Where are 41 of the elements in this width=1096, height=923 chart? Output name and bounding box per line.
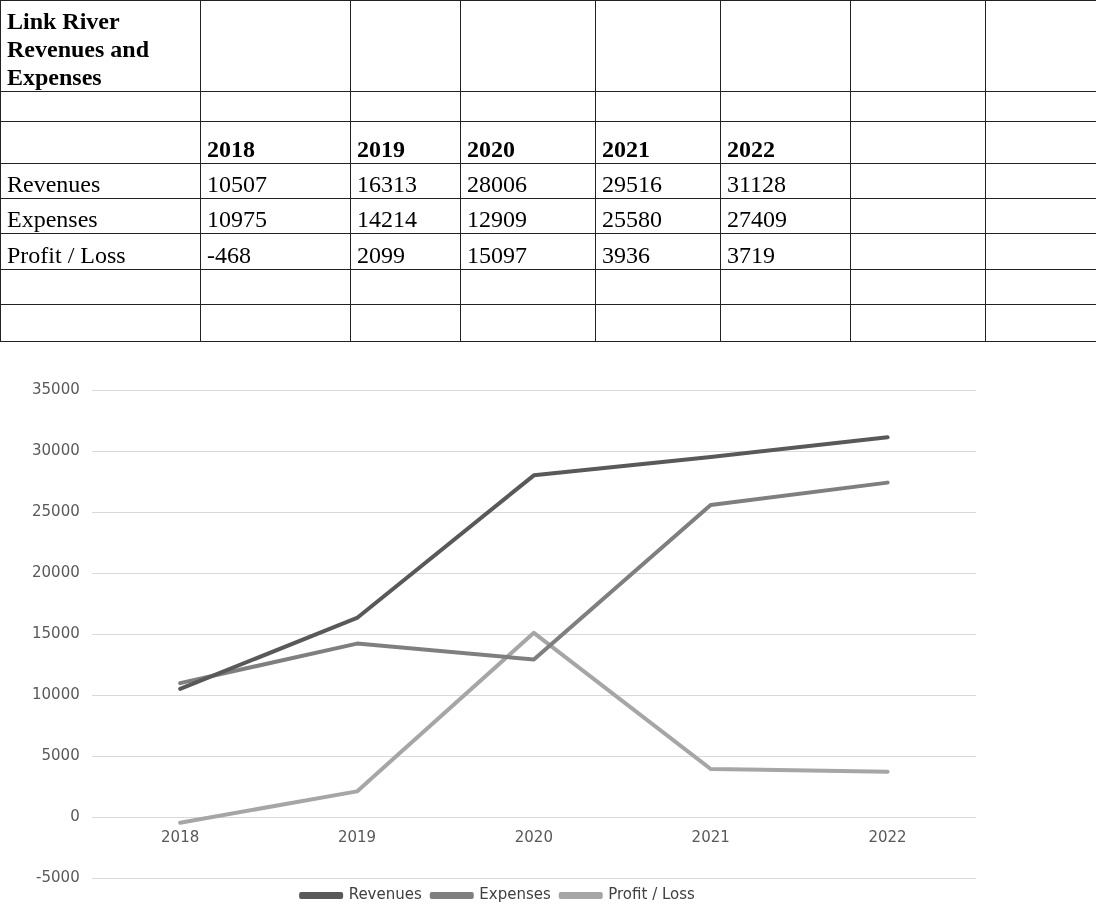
data-label: 25580: [595, 198, 721, 234]
data-label: -468: [200, 233, 351, 270]
y-tick-label: 35000: [32, 379, 80, 398]
legend-label: Revenues: [348, 885, 422, 904]
y-tick-label: 25000: [32, 501, 80, 520]
y-tick-label: -5000: [36, 867, 80, 886]
data-label: 12909: [460, 198, 596, 234]
x-tick-label: 2020: [514, 827, 553, 846]
y-tick-label: 10000: [32, 684, 80, 703]
x-tick-label: 2019: [350, 121, 461, 164]
data-label: 10975: [200, 198, 351, 234]
data-label: 3719: [720, 233, 851, 270]
data-label: 15097: [460, 233, 596, 270]
legend-label: Expenses: [479, 885, 551, 904]
x-tick-label: 2021: [595, 121, 721, 164]
x-tick-label: 2018: [161, 827, 200, 846]
y-tick-label: 15000: [32, 623, 80, 642]
data-label: 27409: [720, 198, 851, 234]
x-tick-label: 2020: [460, 121, 596, 164]
data-label: 16313: [350, 163, 461, 199]
y-tick-label: Profit / Loss: [0, 233, 201, 270]
y-tick-label: 5000: [41, 745, 80, 764]
x-tick-label: 2022: [868, 827, 907, 846]
data-label: 10507: [200, 163, 351, 199]
y-tick-label: 30000: [32, 440, 80, 459]
data-label: 14214: [350, 198, 461, 234]
y-tick-label: Revenues: [0, 163, 201, 199]
y-tick-label: Expenses: [0, 198, 201, 234]
data-label: 3936: [595, 233, 721, 270]
legend-label: Profit / Loss: [608, 885, 696, 904]
x-tick-label: 2021: [691, 827, 730, 846]
data-label: 29516: [595, 163, 721, 199]
y-tick-label: 20000: [32, 562, 80, 581]
data-label: 2099: [350, 233, 461, 270]
chart-title: Link River Revenues and Expenses: [0, 0, 201, 92]
data-label: 28006: [460, 163, 596, 199]
x-tick-label: 2019: [337, 827, 377, 846]
x-tick-label: 2022: [720, 121, 851, 164]
x-tick-label: 2018: [200, 121, 351, 164]
data-label: 31128: [720, 163, 851, 199]
y-tick-label: 0: [70, 806, 80, 825]
